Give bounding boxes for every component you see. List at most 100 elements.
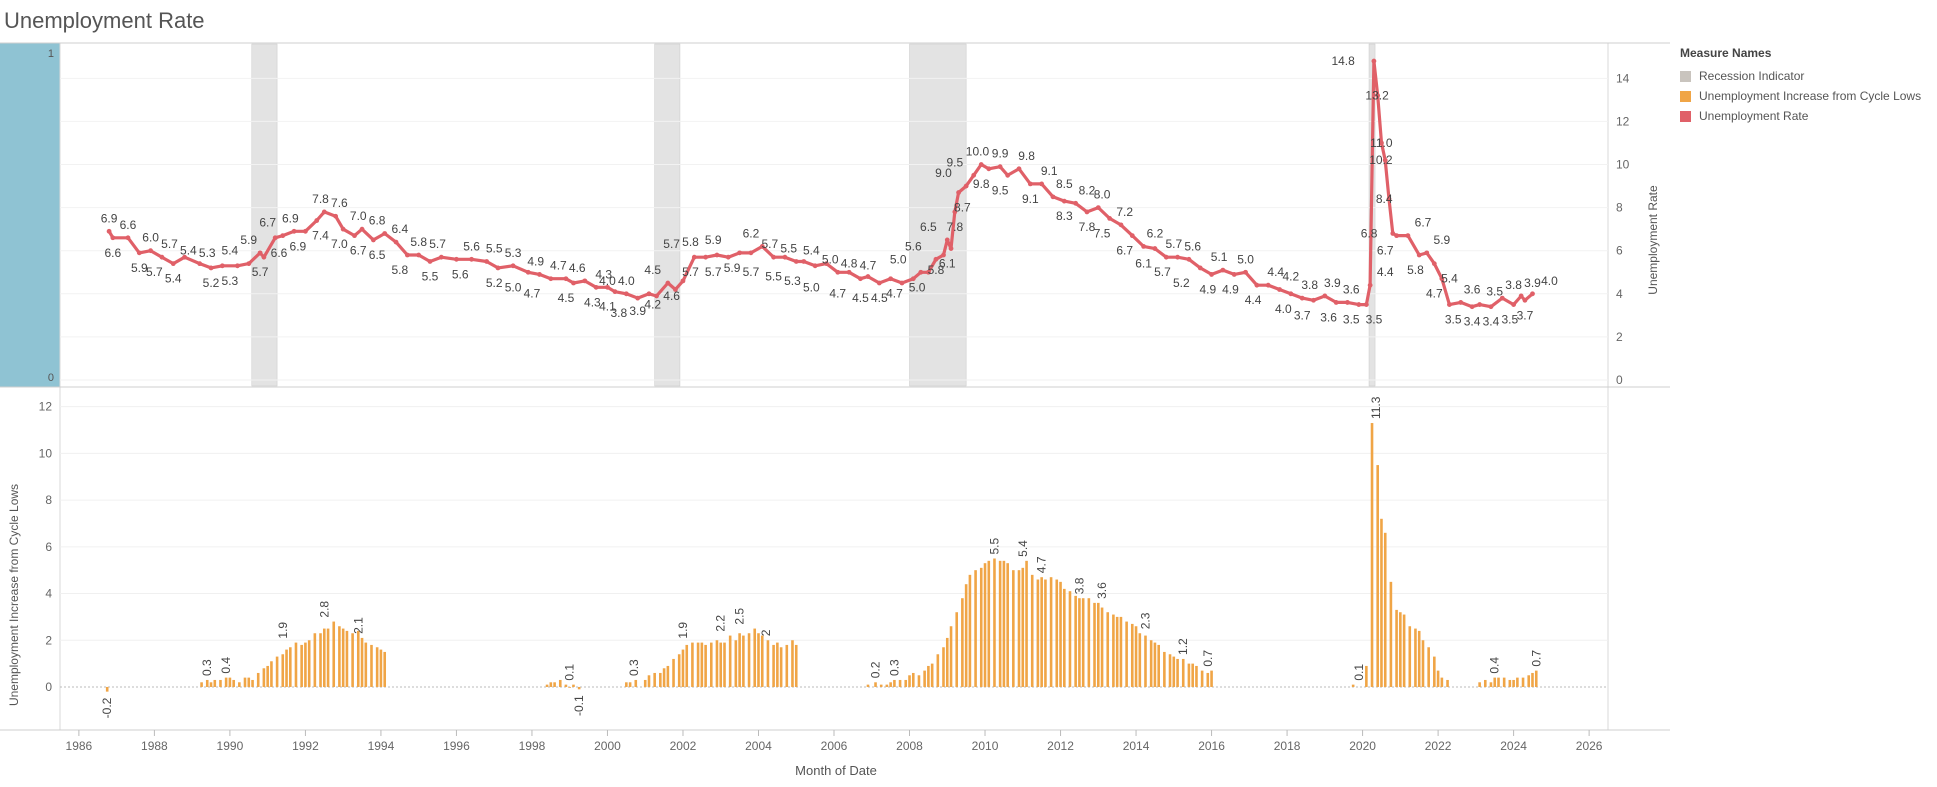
rate-data-label: 8.4 bbox=[1376, 192, 1393, 206]
increase-bar bbox=[1012, 570, 1015, 687]
increase-bar bbox=[1383, 532, 1387, 687]
increase-bar bbox=[1153, 642, 1157, 687]
rate-data-label: 6.6 bbox=[271, 246, 288, 260]
rate-data-label: 5.6 bbox=[1184, 239, 1201, 253]
x-tick-label: 2002 bbox=[670, 739, 697, 753]
increase-bar bbox=[700, 642, 704, 687]
unemployment-rate-point bbox=[646, 291, 652, 297]
unemployment-rate-point bbox=[208, 265, 214, 271]
increase-bar bbox=[961, 598, 964, 687]
unemployment-rate-point bbox=[1390, 231, 1396, 236]
increase-bar bbox=[677, 654, 681, 687]
increase-bar bbox=[1172, 656, 1176, 687]
unemployment-rate-point bbox=[416, 252, 422, 258]
unemployment-rate-point bbox=[1175, 254, 1180, 260]
increase-bar bbox=[1017, 570, 1021, 687]
increase-bar bbox=[1049, 577, 1053, 687]
increase-bar bbox=[247, 677, 251, 687]
increase-bar bbox=[370, 644, 373, 687]
increase-data-label: 2.1 bbox=[351, 617, 365, 634]
rate-data-label: 6.1 bbox=[1135, 257, 1152, 271]
x-tick-label: 2010 bbox=[972, 739, 999, 753]
increase-bar bbox=[228, 677, 232, 687]
increase-bar bbox=[1163, 651, 1166, 687]
increase-bar bbox=[1112, 614, 1115, 687]
rate-data-label: 7.0 bbox=[350, 209, 367, 223]
rate-data-label: 4.7 bbox=[1426, 287, 1443, 301]
unemployment-rate-point bbox=[654, 293, 659, 299]
legend-swatch-recession bbox=[1680, 70, 1691, 82]
unemployment-rate-point bbox=[1322, 293, 1328, 299]
increase-bar bbox=[647, 675, 651, 687]
increase-bar bbox=[753, 628, 757, 687]
increase-bar bbox=[1187, 663, 1191, 687]
unemployment-rate-point bbox=[997, 164, 1003, 170]
increase-bar bbox=[791, 640, 794, 687]
increase-tick-label: 2 bbox=[45, 633, 52, 647]
recession-band bbox=[909, 43, 967, 387]
increase-bar bbox=[1119, 616, 1123, 687]
unemployment-rate-point bbox=[714, 252, 720, 258]
rate-data-label: 4.5 bbox=[558, 291, 575, 305]
increase-bar bbox=[1021, 567, 1025, 687]
rate-data-label: 5.3 bbox=[505, 246, 522, 260]
increase-bar bbox=[572, 684, 575, 687]
legend-item-rate[interactable]: Unemployment Rate bbox=[1680, 106, 1921, 126]
increase-bar bbox=[757, 633, 760, 687]
unemployment-rate-point bbox=[548, 276, 554, 282]
increase-bar bbox=[747, 633, 751, 687]
unemployment-rate-point bbox=[1027, 181, 1033, 187]
increase-bar bbox=[307, 640, 311, 687]
rate-tick-label: 4 bbox=[1616, 287, 1623, 301]
unemployment-rate-point bbox=[1345, 300, 1350, 305]
increase-data-label: 0.1 bbox=[563, 664, 577, 681]
increase-bar bbox=[945, 637, 949, 687]
increase-bar bbox=[558, 679, 562, 687]
increase-bar bbox=[1006, 563, 1009, 687]
legend-item-recession[interactable]: Recession Indicator bbox=[1680, 66, 1921, 86]
increase-bar bbox=[885, 684, 889, 687]
rate-data-label: 5.8 bbox=[391, 263, 408, 277]
rate-data-label: 5.7 bbox=[705, 265, 722, 279]
unemployment-rate-point bbox=[525, 269, 531, 275]
unemployment-rate-point bbox=[1073, 200, 1079, 206]
unemployment-rate-point bbox=[1163, 254, 1169, 260]
rate-data-label: 6.5 bbox=[920, 220, 937, 234]
increase-bar bbox=[205, 679, 209, 687]
increase-bar bbox=[1134, 626, 1138, 687]
rate-data-label: 6.7 bbox=[1116, 244, 1133, 258]
rate-data-label: 5.6 bbox=[452, 267, 469, 281]
increase-bar bbox=[319, 633, 322, 687]
y-axis-title-rate: Unemployment Rate bbox=[1646, 185, 1660, 295]
unemployment-rate-point bbox=[956, 190, 961, 195]
increase-bar bbox=[681, 649, 685, 687]
unemployment-rate-point bbox=[1152, 246, 1158, 251]
increase-data-label: 1.9 bbox=[276, 622, 290, 639]
unemployment-rate-point bbox=[888, 276, 894, 282]
recession-band bbox=[654, 43, 681, 387]
increase-data-label: 0.3 bbox=[627, 659, 641, 676]
unemployment-rate-point bbox=[537, 272, 542, 277]
legend-item-increase[interactable]: Unemployment Increase from Cycle Lows bbox=[1680, 86, 1921, 106]
unemployment-rate-point bbox=[1209, 272, 1214, 277]
increase-bar bbox=[1176, 658, 1179, 687]
increase-bar bbox=[643, 679, 647, 687]
unemployment-rate-point bbox=[1522, 297, 1528, 303]
increase-data-label: 5.5 bbox=[987, 537, 1001, 554]
rate-data-label: 6.9 bbox=[290, 239, 307, 253]
rate-data-label: 5.0 bbox=[890, 252, 907, 266]
unemployment-rate-point bbox=[801, 259, 807, 264]
unemployment-rate-point bbox=[352, 233, 357, 239]
unemployment-rate-point bbox=[737, 250, 743, 256]
increase-bar bbox=[794, 644, 798, 687]
increase-bar bbox=[766, 640, 770, 687]
rate-data-label: 5.0 bbox=[803, 280, 820, 294]
rate-data-label: 4.9 bbox=[1222, 282, 1239, 296]
rate-data-label: 4.4 bbox=[1267, 265, 1284, 279]
rate-data-label: 5.4 bbox=[222, 244, 239, 258]
rate-data-label: 5.7 bbox=[663, 237, 680, 251]
x-tick-label: 2016 bbox=[1198, 739, 1225, 753]
increase-data-label: 4.7 bbox=[1035, 556, 1049, 573]
increase-bar bbox=[672, 658, 675, 687]
increase-data-label: 2 bbox=[759, 629, 773, 636]
